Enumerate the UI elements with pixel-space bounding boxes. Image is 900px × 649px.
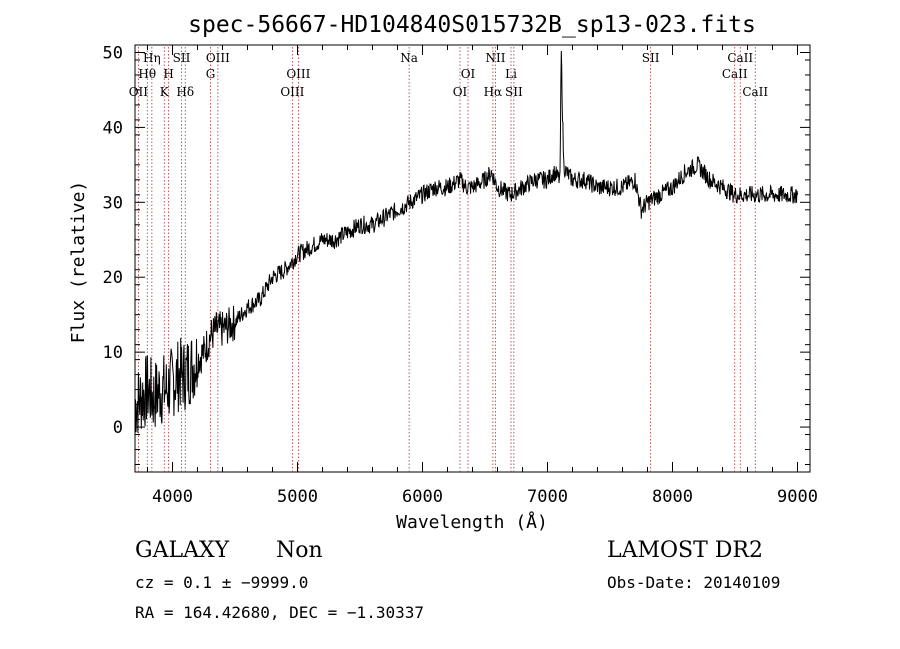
spectrum-series-line <box>134 50 798 433</box>
line-annotation-label: NII <box>486 51 506 65</box>
chart-title: spec-56667-HD104840S015732B_sp13-023.fit… <box>188 12 756 38</box>
line-annotation-label: OIII <box>286 67 310 81</box>
line-annotation-label: OII <box>129 85 149 99</box>
x-tick-label: 5000 <box>277 487 318 507</box>
survey-label: LAMOST DR2 <box>607 538 763 563</box>
obs-date-line: Obs-Date: 20140109 <box>607 573 781 592</box>
line-annotation-label: OIII <box>206 51 230 65</box>
y-tick-label: 50 <box>103 43 123 63</box>
line-annotation-label: OIII <box>280 85 304 99</box>
line-annotation-label: OI <box>461 67 476 81</box>
y-tick-label: 20 <box>103 268 123 288</box>
x-tick-label: 4000 <box>152 487 193 507</box>
x-tick-label: 7000 <box>527 487 568 507</box>
y-tick-label: 10 <box>103 343 123 363</box>
y-tick-label: 30 <box>103 193 123 213</box>
class-label: GALAXY <box>135 538 230 563</box>
line-annotation-label: CaII <box>722 67 748 81</box>
x-tick-label: 8000 <box>652 487 693 507</box>
line-annotation-label: Hδ <box>176 85 194 99</box>
line-annotation-label: H <box>163 67 173 81</box>
subclass-label: Non <box>276 538 323 563</box>
y-tick-label: 0 <box>113 418 123 438</box>
y-tick-label: 40 <box>103 118 123 138</box>
line-annotation-label: OI <box>453 85 468 99</box>
line-annotation-label: G <box>206 67 216 81</box>
radec-line: RA = 164.42680, DEC = −1.30337 <box>135 603 424 622</box>
line-annotation-label: Li <box>505 67 517 81</box>
x-tick-label: 9000 <box>777 487 818 507</box>
line-annotation-label: SII <box>173 51 191 65</box>
x-tick-label: 6000 <box>402 487 443 507</box>
emission-line-markers <box>137 47 756 472</box>
line-annotation-label: Na <box>400 51 418 65</box>
line-annotation-label: Hη <box>143 51 161 65</box>
line-annotation-label: SII <box>505 85 523 99</box>
line-annotation-label: SII <box>642 51 660 65</box>
line-annotation-label: Hθ <box>138 67 156 81</box>
plot-frame <box>134 44 811 473</box>
line-annotation-label: CaII <box>727 51 753 65</box>
axis-ticks: 4000 5000 6000 7000 8000 9000 0 10 20 30 40 50 <box>103 43 818 507</box>
line-annotation-label: Hα <box>484 85 503 99</box>
line-annotation-label: K <box>160 85 170 99</box>
x-axis-label: Wavelength (Å) <box>396 511 548 533</box>
cz-line: cz = 0.1 ± −9999.0 <box>135 573 309 592</box>
line-annotation-label: CaII <box>742 85 768 99</box>
y-axis-label: Flux (relative) <box>68 181 89 344</box>
